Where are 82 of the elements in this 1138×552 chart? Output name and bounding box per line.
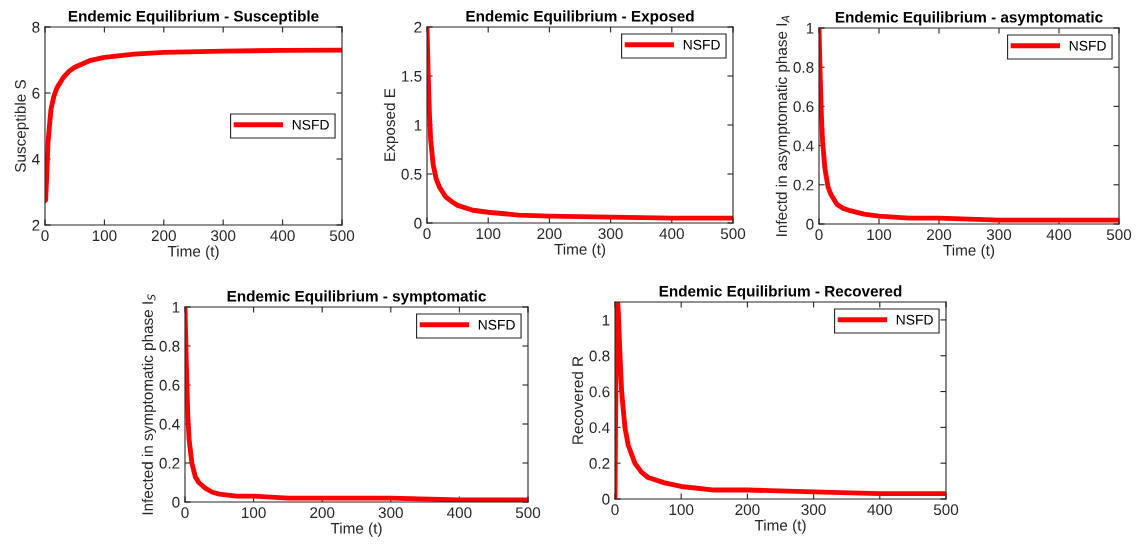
y-tick-label: 0 [414,217,422,229]
y-tick-label: 0.5 [401,168,422,180]
y-tick-label: 0.4 [159,418,180,430]
x-tick-label: 0 [815,229,823,241]
y-tick-label: 0.8 [589,350,610,362]
x-tick-label: 300 [378,507,403,519]
x-axis-title: Time (t) [754,519,806,534]
legend-label: NSFD [292,119,329,130]
y-tick-label: 0.6 [589,386,610,398]
line-series [615,302,946,499]
y-axis-title: Infectd in asymptomatic phase I$_{A}$ [775,15,791,236]
y-tick-label: 1 [806,23,814,34]
x-tick-label: 500 [515,507,541,519]
y-tick-label: 0 [172,496,180,508]
y-axis-title: Infected in symptomatic phase I$_{S}$ [141,294,157,515]
y-tick-label: 0.2 [159,457,180,469]
y-tick-label: 0.6 [793,101,814,113]
x-tick-label: 400 [447,507,472,519]
chart-title: Endemic Equilibrium - Recovered [659,285,902,300]
x-tick-label: 300 [211,230,236,242]
x-axis-title: Time (t) [167,245,219,260]
x-tick-label: 500 [720,228,746,240]
x-tick-label: 200 [735,504,760,516]
legend-label: NSFD [896,314,933,325]
x-tick-label: 200 [310,507,335,519]
x-tick-label: 200 [151,230,176,242]
x-axis-title: Time (t) [554,243,606,258]
x-tick-label: 400 [270,230,295,242]
y-tick-label: 1 [602,314,610,326]
y-axis-title: Susceptible S [14,79,29,173]
chart-title: Endemic Equilibrium - asymptomatic [835,11,1103,26]
line-series [819,28,1119,223]
y-axis-title: Exposed E [383,88,399,161]
x-tick-label: 200 [927,229,952,241]
legend-label: NSFD [683,39,720,50]
x-tick-label: 0 [423,228,431,240]
y-tick-label: 8 [32,21,40,33]
x-axis-title: Time (t) [330,522,382,537]
x-tick-label: 500 [329,230,355,242]
x-tick-label: 500 [933,504,959,516]
y-tick-label: 6 [32,87,40,99]
y-tick-label: 0.4 [589,422,610,434]
line-series [185,307,528,502]
y-tick-label: 1.5 [402,71,422,82]
chart-title: Endemic Equilibrium - symptomatic [227,290,486,305]
chart-title: Endemic Equilibrium - Susceptible [68,10,319,25]
x-tick-label: 100 [669,504,694,516]
x-tick-label: 400 [659,228,684,240]
y-tick-label: 0.6 [159,379,180,391]
y-tick-label: 1 [172,302,180,313]
x-tick-label: 100 [242,507,266,519]
y-tick-label: 4 [31,154,40,165]
x-tick-label: 0 [611,504,619,516]
y-tick-label: 0.4 [793,140,814,152]
x-tick-label: 200 [537,228,562,240]
x-axis-title: Time (t) [943,244,995,259]
x-tick-label: 400 [1046,229,1072,241]
line-series [427,27,733,221]
legend-label: NSFD [1069,40,1106,51]
x-tick-label: 500 [1106,229,1132,241]
y-tick-label: 0.8 [793,62,814,73]
x-tick-label: 100 [92,230,117,242]
y-tick-label: 2 [32,219,40,231]
x-tick-label: 300 [801,504,826,516]
x-tick-label: 100 [867,229,892,241]
y-tick-label: 0.2 [589,458,610,469]
y-axis-title: Recovered R [571,356,584,444]
x-tick-label: 300 [986,229,1012,241]
y-tick-label: 0 [806,218,814,230]
line-series [45,47,342,203]
y-tick-label: 0.8 [159,340,180,352]
chart-title: Endemic Equilibrium - Exposed [466,10,694,25]
y-tick-label: 0 [602,493,610,505]
x-tick-label: 0 [41,230,49,242]
x-tick-label: 100 [476,228,501,240]
y-tick-label: 1 [414,120,422,131]
x-tick-label: 0 [181,507,189,519]
legend-label: NSFD [478,319,515,330]
x-tick-label: 400 [867,504,892,516]
x-tick-label: 300 [598,228,623,240]
y-tick-label: 0.2 [793,179,814,191]
y-tick-label: 2 [414,21,422,33]
